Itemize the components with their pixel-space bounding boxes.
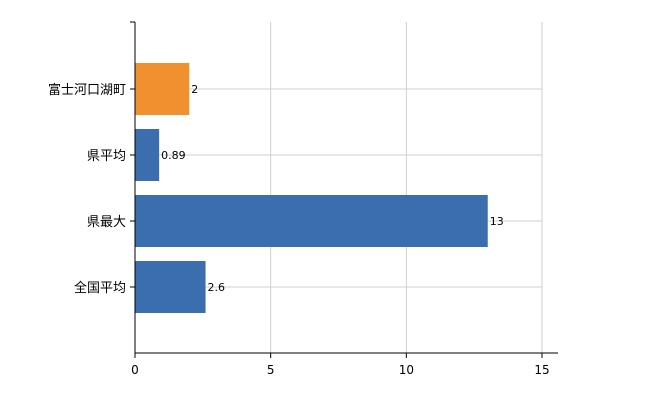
data-label: 2: [191, 83, 198, 96]
bar: [135, 63, 190, 115]
category-label: 県平均: [87, 149, 126, 164]
x-tick-label: 0: [131, 363, 139, 377]
data-label: 2.6: [208, 281, 226, 294]
data-label: 0.89: [161, 149, 186, 162]
bars: [135, 63, 488, 313]
x-tick-label: 15: [534, 363, 549, 377]
category-label: 県最大: [87, 215, 126, 230]
bar: [135, 129, 160, 181]
x-tick-label: 10: [399, 363, 414, 377]
x-tick-label: 5: [267, 363, 275, 377]
axes: [130, 21, 558, 358]
category-label: 富士河口湖町: [48, 82, 126, 98]
bar: [135, 195, 488, 247]
category-label: 全国平均: [74, 280, 126, 296]
data-label: 13: [490, 215, 504, 228]
labels: 2 富士河口湖町 0.89 県平均 13 県最大 2.6 全国平均 0 5 10 15: [48, 82, 550, 377]
bar: [135, 261, 206, 313]
